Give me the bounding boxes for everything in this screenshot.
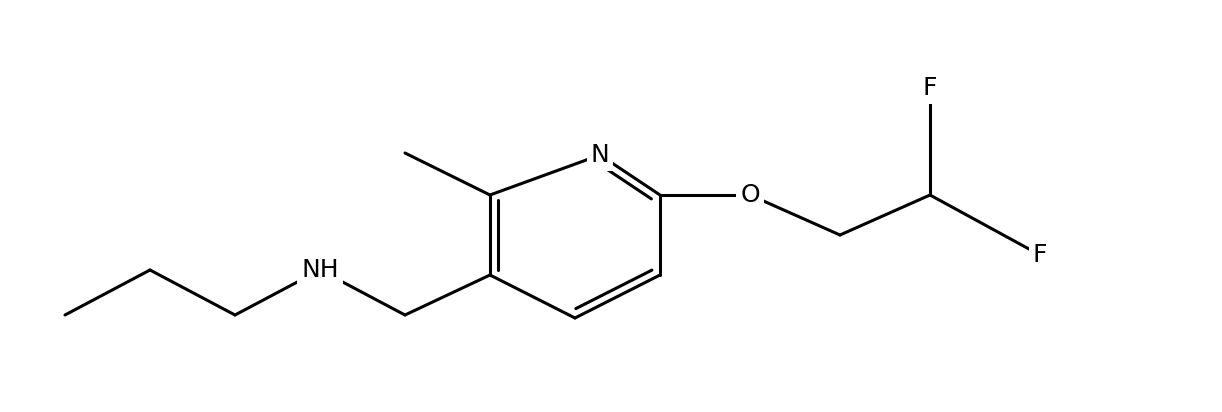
Text: N: N [590, 143, 610, 167]
Text: F: F [1033, 243, 1047, 267]
Text: O: O [741, 183, 760, 207]
Text: F: F [923, 76, 937, 100]
Text: NH: NH [301, 258, 338, 282]
